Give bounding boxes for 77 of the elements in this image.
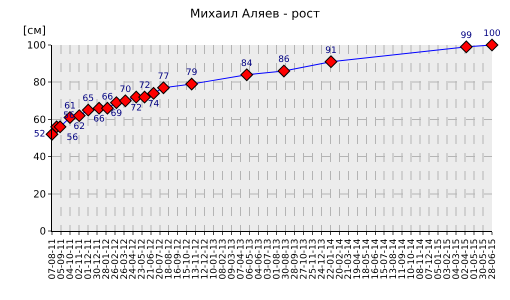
x-tick-label: 26-03-12 (120, 238, 130, 280)
data-label: 72 (130, 103, 142, 114)
x-tick-label: 01-12-11 (84, 238, 94, 280)
x-tick-label: 03-07-13 (263, 238, 274, 280)
x-tick-label: 12-12-12 (200, 238, 211, 280)
x-tick-label: 18-05-14 (362, 238, 372, 280)
x-tick-label: 06-05-13 (245, 238, 256, 280)
data-label: 72 (138, 81, 150, 92)
y-axis-title: [см] (23, 24, 46, 37)
data-label: 70 (120, 84, 132, 95)
x-tick-label: 21-06-12 (146, 238, 157, 280)
y-tick-label: 40 (33, 152, 46, 164)
x-tick-label: 27-10-13 (299, 238, 310, 280)
x-tick-label: 11-09-14 (398, 238, 408, 280)
data-label: 100 (483, 29, 501, 40)
data-label: 77 (158, 72, 170, 82)
x-tick-label: 20-02-14 (335, 238, 346, 280)
chart-title: Михаил Аляев - рост (190, 6, 320, 20)
x-tick-label: 30-12-11 (92, 238, 103, 280)
x-tick-label: 07-04-13 (236, 238, 246, 280)
data-label: 86 (278, 55, 290, 66)
x-tick-label: 24-04-12 (128, 238, 139, 280)
x-tick-label: 08-02-13 (218, 238, 229, 280)
x-tick-label: 28-09-13 (290, 238, 300, 280)
x-tick-label: 24-12-13 (317, 238, 328, 280)
x-tick-label: 01-05-15 (470, 238, 480, 280)
y-tick-label: 60 (33, 114, 46, 126)
data-label: 65 (82, 94, 94, 104)
x-tick-label: 13-11-12 (192, 238, 202, 280)
y-tick-label: 0 (40, 226, 46, 238)
x-tick-label: 30-08-13 (281, 238, 292, 280)
x-tick-label: 19-04-14 (353, 238, 364, 280)
x-tick-label: 23-05-12 (138, 238, 148, 280)
x-tick-label: 26-02-12 (110, 238, 121, 280)
x-tick-label: 01-08-13 (272, 238, 282, 280)
x-tick-label: 10-01-13 (210, 238, 220, 280)
data-label: 52 (34, 130, 46, 140)
data-label: 61 (64, 102, 76, 112)
x-tick-label: 08-11-14 (416, 238, 426, 280)
data-label: 79 (186, 68, 198, 78)
x-tick-label: 02-11-11 (74, 238, 85, 280)
x-tick-label: 10-10-14 (407, 238, 418, 280)
data-label: 56 (66, 133, 78, 144)
x-tick-label: 05-01-15 (434, 238, 444, 280)
y-tick-label: 20 (33, 189, 46, 200)
data-label: 91 (325, 46, 337, 56)
x-tick-label: 30-05-15 (478, 238, 489, 280)
x-tick-label: 18-08-12 (164, 238, 175, 280)
data-label: 66 (93, 114, 106, 125)
x-tick-label: 09-03-13 (228, 238, 238, 280)
data-label: 99 (460, 30, 472, 41)
x-tick-label: 16-06-14 (371, 238, 382, 280)
data-label: 74 (148, 100, 160, 110)
x-tick-label: 07-12-14 (425, 238, 436, 280)
x-tick-label: 04-10-11 (66, 238, 76, 280)
x-tick-label: 28-01-12 (102, 238, 112, 280)
x-tick-label: 25-11-13 (308, 238, 318, 280)
y-tick-label: 100 (26, 40, 46, 52)
data-label: 69 (110, 109, 122, 120)
x-tick-label: 20-07-12 (156, 238, 166, 280)
data-label: 62 (74, 122, 85, 132)
data-label: 84 (241, 58, 253, 69)
x-tick-label: 15-10-12 (182, 238, 193, 280)
x-tick-label: 04-03-15 (452, 238, 462, 280)
x-tick-label: 28-06-15 (488, 238, 498, 280)
x-tick-label: 04-06-13 (254, 238, 264, 280)
x-tick-label: 22-01-14 (326, 238, 336, 280)
x-tick-label: 21-03-14 (344, 238, 354, 280)
x-tick-label: 05-09-11 (56, 238, 67, 280)
data-label: 66 (102, 92, 114, 102)
x-tick-label: 03-02-15 (443, 238, 454, 280)
x-tick-label: 07-08-11 (48, 238, 58, 280)
x-tick-label: 02-04-15 (460, 238, 471, 280)
y-tick-label: 80 (33, 78, 46, 89)
x-tick-label: 16-09-12 (174, 238, 184, 280)
x-tick-label: 13-08-14 (389, 238, 400, 280)
x-tick-label: 15-07-14 (380, 238, 390, 280)
